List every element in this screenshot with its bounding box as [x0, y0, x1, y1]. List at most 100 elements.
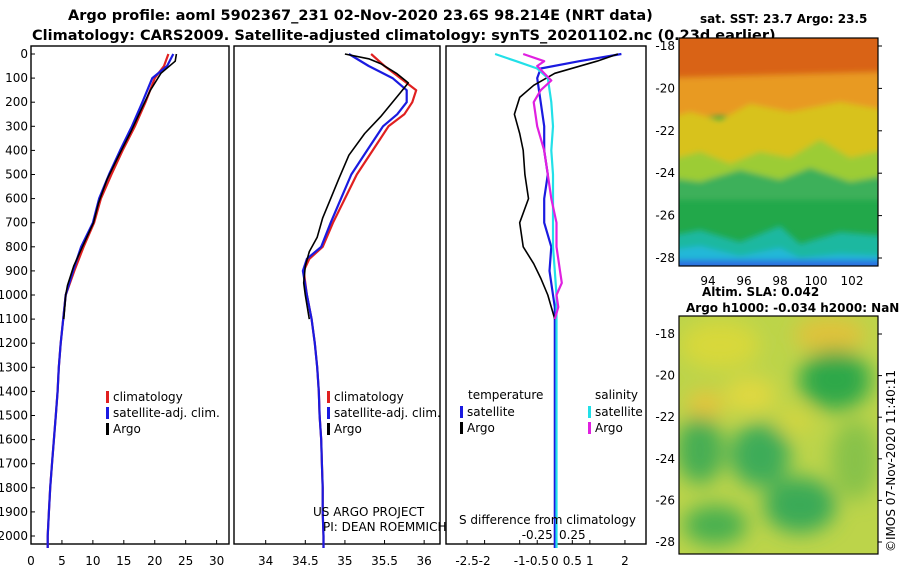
- depth-tick-label: 400: [5, 143, 28, 157]
- project-credit-line1: US ARGO PROJECT: [313, 505, 425, 519]
- sla-lat-label: -18: [655, 327, 675, 341]
- salinity-plot-frame: [233, 45, 441, 545]
- depth-tick-label: 200: [5, 95, 28, 109]
- depth-tick-label: 0: [20, 47, 28, 61]
- depth-tick-label: 1300: [0, 360, 28, 374]
- depth-tick-label: 800: [5, 240, 28, 254]
- series-line-temperature-argo: [513, 53, 619, 320]
- legend-title-temperature: temperature: [468, 388, 543, 402]
- x-tick-label: 34.5: [292, 554, 319, 568]
- salinity-legend: climatology satellite-adj. clim. Argo US…: [313, 390, 446, 534]
- legend-label-satellite-adj: satellite-adj. clim.: [334, 406, 441, 420]
- legend-swatch-climatology: [327, 391, 330, 403]
- sst-lon-label: 98: [772, 274, 787, 288]
- depth-tick-label: 2000: [0, 529, 28, 543]
- x-tick-label: 15: [116, 554, 131, 568]
- series-line-argo: [302, 53, 410, 320]
- legend-label-satellite-adj: satellite-adj. clim.: [113, 406, 220, 420]
- legend-title-salinity: salinity: [595, 388, 638, 402]
- sla-lat-label: -20: [655, 369, 675, 383]
- depth-tick-label: 1100: [0, 312, 28, 326]
- sst-lat-label: -22: [655, 124, 675, 138]
- x-tick-label: 5: [58, 554, 66, 568]
- salinity-tick-label: -0.25: [522, 528, 553, 542]
- depth-tick-label: 300: [5, 119, 28, 133]
- series-line-salinity-argo: [522, 52, 563, 320]
- sst-lat-label: -26: [655, 209, 675, 223]
- legend-label-climatology: climatology: [334, 390, 404, 404]
- legend-swatch-satellite-adj: [327, 407, 330, 419]
- legend-swatch-temp-satellite: [460, 406, 463, 418]
- x-tick-label: 35.5: [371, 554, 398, 568]
- legend-swatch-sal-argo: [588, 422, 591, 434]
- sst-lon-label: 96: [736, 274, 751, 288]
- depth-tick-label: 1700: [0, 457, 28, 471]
- depth-tick-label: 600: [5, 192, 28, 206]
- depth-tick-label: 100: [5, 71, 28, 85]
- x-tick-label: 36: [417, 554, 432, 568]
- x-tick-label: -2: [479, 554, 491, 568]
- depth-tick-label: 1500: [0, 409, 28, 423]
- sst-map-title: sat. SST: 23.7 Argo: 23.5: [700, 12, 867, 26]
- sla-lat-label: -22: [655, 410, 675, 424]
- x-tick-label: 0: [551, 554, 559, 568]
- sst-map: sat. SST: 23.7 Argo: 23.5: [678, 12, 879, 267]
- depth-tick-label: 700: [5, 216, 28, 230]
- temperature-plot-frame: [30, 45, 230, 545]
- imos-credit: ©IMOS 07-Nov-2020 11:40:11: [884, 370, 898, 552]
- legend-swatch-argo: [106, 423, 109, 435]
- sla-map-title-line1: Altim. SLA: 0.042: [702, 285, 819, 299]
- series-line-satellite-adj-clim-: [46, 53, 175, 548]
- legend-label-sal-satellite: satellite: [595, 405, 643, 419]
- series-line-salinity-satellite: [494, 52, 558, 548]
- legend-label-climatology: climatology: [113, 390, 183, 404]
- x-tick-label: 0: [27, 554, 35, 568]
- sla-map-title-line2: Argo h1000: -0.034 h2000: NaN: [686, 301, 899, 315]
- legend-swatch-satellite-adj: [106, 407, 109, 419]
- series-line-argo: [63, 53, 178, 320]
- x-tick-label: 20: [147, 554, 162, 568]
- x-tick-label: -2.5: [455, 554, 478, 568]
- sst-lat-label: -20: [655, 81, 675, 95]
- figure-title-line1: Argo profile: aoml 5902367_231 02-Nov-20…: [68, 8, 653, 24]
- series-line-temperature-satellite: [536, 52, 622, 548]
- depth-tick-label: 1000: [0, 288, 28, 302]
- depth-tick-label: 1900: [0, 505, 28, 519]
- series-line-satellite-adj-clim-: [301, 53, 408, 548]
- legend-label-temp-satellite: satellite: [467, 405, 515, 419]
- figure-title-line2: Climatology: CARS2009. Satellite-adjuste…: [32, 28, 776, 44]
- x-tick-label: 0.5: [563, 554, 582, 568]
- sla-map: Altim. SLA: 0.042 Argo h1000: -0.034 h20…: [678, 285, 899, 555]
- sst-lat-label: -24: [655, 166, 675, 180]
- temperature-legend: climatology satellite-adj. clim. Argo: [106, 390, 220, 436]
- project-credit-line2: PI: DEAN ROEMMICH: [323, 520, 446, 534]
- depth-tick-label: 1200: [0, 336, 28, 350]
- legend-swatch-climatology: [106, 391, 109, 403]
- difference-legend: temperature salinity satellite Argo sate…: [459, 388, 643, 527]
- x-tick-label: 25: [178, 554, 193, 568]
- sst-lon-label: 102: [841, 274, 864, 288]
- axis-ticks: 0100200300400500600700800900100011001200…: [0, 39, 882, 568]
- depth-tick-label: 900: [5, 264, 28, 278]
- legend-label-sal-argo: Argo: [595, 421, 623, 435]
- x-tick-label: 35: [337, 554, 352, 568]
- x-tick-label: -1: [514, 554, 526, 568]
- legend-swatch-sal-satellite: [588, 406, 591, 418]
- legend-swatch-temp-argo: [460, 422, 463, 434]
- depth-tick-label: 500: [5, 168, 28, 182]
- depth-tick-label: 1800: [0, 481, 28, 495]
- x-tick-label: 34: [258, 554, 273, 568]
- chart-series: [46, 52, 622, 548]
- sst-lat-label: -28: [655, 251, 675, 265]
- sla-lat-label: -24: [655, 452, 675, 466]
- x-tick-label: -0.5: [526, 554, 549, 568]
- x-tick-label: 2: [621, 554, 629, 568]
- legend-label-argo: Argo: [334, 422, 362, 436]
- difference-plot-frame: [445, 45, 647, 545]
- sst-lat-label: -18: [655, 39, 675, 53]
- sla-lat-label: -26: [655, 493, 675, 507]
- depth-tick-label: 1600: [0, 433, 28, 447]
- series-line-climatology: [302, 53, 418, 548]
- x-tick-label: 10: [85, 554, 100, 568]
